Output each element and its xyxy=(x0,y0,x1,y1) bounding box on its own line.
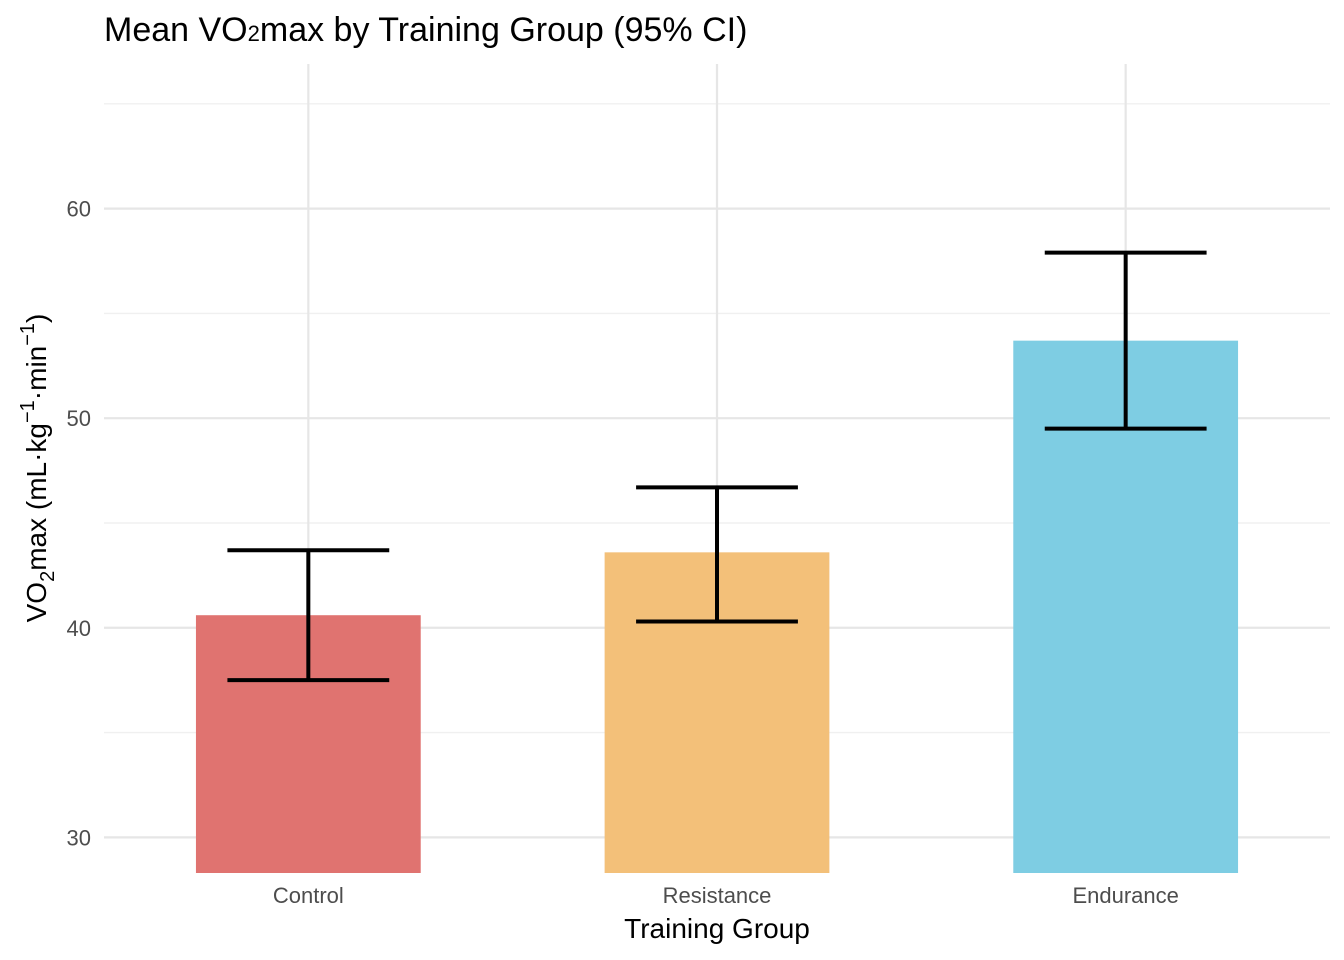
chart-title: Mean VO2max by Training Group (95% CI) xyxy=(104,11,747,49)
x-tick-label: Endurance xyxy=(1072,883,1178,908)
y-tick-label: 60 xyxy=(67,197,91,222)
x-tick-label: Control xyxy=(273,883,344,908)
y-tick-label: 50 xyxy=(67,406,91,431)
y-axis-ticks: 30 40 50 60 xyxy=(67,197,91,851)
x-tick-label: Resistance xyxy=(663,883,772,908)
x-axis-ticks: Control Resistance Endurance xyxy=(273,883,1179,908)
x-axis-title: Training Group xyxy=(624,913,810,944)
y-axis-title: VO2max (mL·kg−1·min−1) xyxy=(17,314,59,623)
y-tick-label: 40 xyxy=(67,616,91,641)
y-tick-label: 30 xyxy=(67,825,91,850)
error-bars xyxy=(227,250,1207,683)
